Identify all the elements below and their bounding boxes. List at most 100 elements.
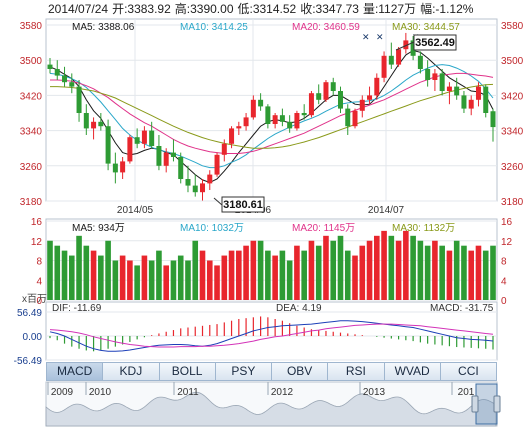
quote-volume: 量:1127万: [362, 2, 417, 16]
volume-bar: [366, 240, 373, 300]
candle-body: [134, 137, 140, 144]
candle-body: [425, 69, 431, 80]
tab-boll[interactable]: BOLL: [160, 363, 216, 380]
candle-body: [54, 69, 60, 76]
volume-ytick-right: 0: [501, 296, 507, 307]
navigator-handle-left[interactable]: [471, 395, 479, 413]
candle-body: [461, 95, 467, 109]
price-xtick: 2014/07: [368, 205, 405, 216]
candle-body: [149, 130, 155, 146]
candle-body: [76, 86, 82, 113]
quote-high: 高:3390.00: [174, 2, 234, 16]
ma-line-ma30: [50, 83, 494, 149]
candle-body: [98, 121, 104, 127]
tab-kdj[interactable]: KDJ: [103, 363, 160, 380]
volume-legend-item: MA20: 1145万: [292, 223, 355, 234]
tab-obv[interactable]: OBV: [272, 363, 329, 380]
volume-bar: [185, 260, 191, 300]
candle-body: [127, 137, 133, 162]
volume-bar: [388, 235, 395, 300]
candle-body: [83, 113, 89, 129]
volume-ytick-right: 16: [501, 217, 513, 228]
candle-body: [475, 86, 481, 100]
volume-bar: [134, 265, 140, 300]
low-label: 3180.61: [223, 199, 263, 211]
navigator-year-label: 2009: [51, 387, 74, 398]
candle-body: [170, 152, 176, 157]
volume-bar: [286, 260, 293, 300]
volume-bar: [294, 245, 300, 300]
macd-ytick: 0.00: [23, 332, 43, 343]
volume-ytick-left: 12: [31, 237, 43, 248]
candle-body: [337, 91, 343, 109]
candle-body: [483, 86, 489, 113]
macd-ytick: -56.49: [14, 356, 43, 367]
candle-body: [287, 121, 293, 129]
candle-body: [200, 183, 206, 193]
volume-ytick-right: 8: [501, 257, 507, 268]
macd-ytick: 56.49: [17, 308, 42, 319]
volume-bar: [482, 250, 489, 300]
volume-bar: [98, 255, 104, 300]
price-ytick-right: 3500: [501, 56, 524, 67]
low-annotation: 3180.61: [213, 196, 265, 213]
volume-bar: [141, 255, 148, 300]
price-ytick-left: 3180: [20, 197, 43, 208]
volume-bar: [490, 245, 496, 300]
volume-bar: [352, 255, 358, 300]
volume-bar: [381, 230, 387, 300]
candle-body: [156, 146, 162, 166]
navigator-handle-right[interactable]: [493, 395, 501, 413]
tab-rsi[interactable]: RSI: [328, 363, 385, 380]
candle-body: [221, 143, 227, 155]
candle-body: [381, 55, 387, 78]
candle-body: [69, 82, 75, 87]
volume-bar: [395, 240, 402, 300]
price-legend-item: MA10: 3414.25: [180, 22, 248, 33]
star-marker: ✕: [362, 32, 370, 42]
volume-bar: [323, 235, 329, 300]
price-ytick-right: 3420: [501, 91, 524, 102]
volume-bar: [330, 240, 337, 300]
volume-bar: [76, 235, 82, 300]
candle-body: [454, 86, 460, 96]
price-ytick-left: 3260: [20, 162, 43, 173]
tab-cci[interactable]: CCI: [458, 364, 479, 378]
volume-bar: [177, 255, 184, 300]
candle-body: [403, 40, 409, 50]
candle-body: [345, 108, 351, 127]
tab-wvad[interactable]: WVAD: [385, 363, 441, 380]
candle-body: [120, 161, 126, 173]
candle-body: [62, 75, 68, 83]
quote-low: 低:3314.52: [237, 2, 297, 16]
candle-body: [272, 115, 278, 124]
volume-ytick-left: 16: [31, 217, 43, 228]
volume-bar: [206, 260, 213, 300]
candle-body: [178, 157, 184, 179]
volume-bar: [374, 235, 380, 300]
navigator-history-line: [45, 391, 497, 427]
candle-body: [388, 55, 394, 65]
volume-bar: [105, 240, 111, 300]
tab-psy[interactable]: PSY: [216, 363, 272, 380]
high-label: 3562.49: [415, 37, 455, 49]
candle-body: [468, 99, 474, 109]
volume-ytick-right: 12: [501, 237, 513, 248]
ma-line-ma20: [50, 72, 494, 154]
volume-bar: [127, 260, 133, 300]
candle-body: [112, 163, 118, 173]
volume-bar: [424, 245, 431, 300]
candle-body: [367, 95, 373, 100]
volume-bar: [475, 245, 482, 300]
volume-bar: [403, 230, 409, 300]
volume-bar: [432, 240, 438, 300]
candle-body: [316, 93, 322, 100]
indicator-tabs: MACD KDJ BOLL PSY OBV RSI WVAD CCI: [46, 362, 497, 381]
quote-date: 2014/07/24: [48, 2, 109, 16]
volume-bar: [54, 245, 61, 300]
volume-legend-item: MA5: 934万: [72, 223, 125, 234]
tab-macd[interactable]: MACD: [47, 363, 104, 380]
quote-open: 开:3383.92: [112, 2, 171, 16]
volume-ytick-left: 4: [36, 276, 42, 287]
